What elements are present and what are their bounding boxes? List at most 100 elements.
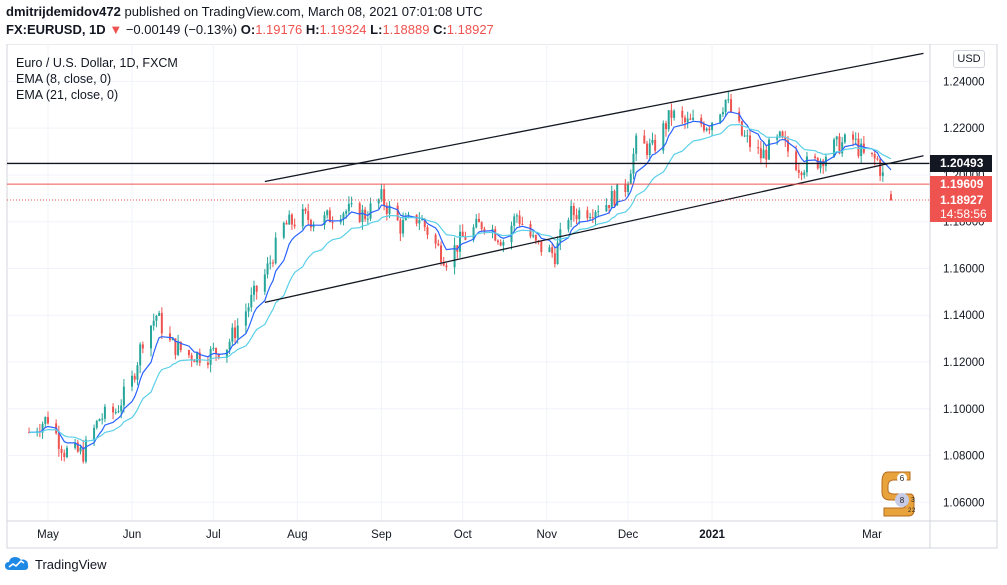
candle-body xyxy=(285,222,288,225)
candle-body xyxy=(228,341,231,350)
candle-body xyxy=(475,218,478,228)
candle-body xyxy=(805,156,808,173)
candle-body xyxy=(98,419,101,421)
candle-body xyxy=(646,143,649,156)
candle-body xyxy=(112,406,115,413)
candle-body xyxy=(174,338,177,355)
candle-body xyxy=(567,220,570,230)
candle-body xyxy=(120,405,123,412)
open-value: 1.19176 xyxy=(255,22,303,37)
candle-body xyxy=(586,210,589,219)
candle-body xyxy=(670,110,673,118)
price-axis[interactable]: 1.240001.220001.200001.180001.160001.140… xyxy=(943,76,985,509)
candle-body xyxy=(510,225,513,243)
candle-body xyxy=(255,285,258,292)
candle-body xyxy=(215,348,218,354)
candle-body xyxy=(158,312,161,316)
candle-body xyxy=(502,242,505,246)
candle-body xyxy=(814,156,817,159)
published-text: published on TradingView.com, March 08, … xyxy=(124,4,483,19)
candle-body xyxy=(250,294,253,308)
ohlc-bar: FX:EURUSD, 1D ▼ −0.00149 (−0.13%) O:1.19… xyxy=(6,22,494,37)
candle-body xyxy=(380,189,383,200)
candle-body xyxy=(871,152,873,154)
candle-body xyxy=(179,341,182,351)
candle-body xyxy=(575,215,578,220)
chart-border xyxy=(6,44,998,549)
candle-body xyxy=(819,160,822,169)
candle-body xyxy=(833,139,836,157)
candle-body xyxy=(740,121,743,136)
last-price-tag: 1.18927 14:58:56 xyxy=(930,192,992,223)
candle-body xyxy=(700,117,703,125)
support-price-tag: 1.19609 xyxy=(930,176,992,194)
candle-body xyxy=(383,189,386,206)
time-tick-label: May xyxy=(37,529,59,541)
candle-body xyxy=(347,203,350,212)
candle-body xyxy=(665,123,667,130)
candle-body xyxy=(131,375,134,387)
price-tick-label: 1.12000 xyxy=(943,357,985,369)
candle-body xyxy=(534,235,537,241)
candle-body xyxy=(247,307,250,312)
candle-body xyxy=(415,214,418,224)
candle-body xyxy=(686,118,689,123)
candle-body xyxy=(282,222,285,238)
candle-body xyxy=(483,228,486,231)
candle-body xyxy=(838,136,841,154)
candle-body xyxy=(749,135,752,148)
candle-body xyxy=(711,122,714,131)
drawings[interactable] xyxy=(7,52,930,304)
candle-body xyxy=(594,212,597,218)
publish-info: dmitrijdemidov472 published on TradingVi… xyxy=(6,4,483,19)
candle-body xyxy=(60,448,63,453)
widget-disc-middle xyxy=(895,493,909,507)
down-arrow-icon: ▼ xyxy=(109,22,123,37)
candle-body xyxy=(47,416,49,424)
candle-body xyxy=(559,229,562,243)
currency-button[interactable]: USD xyxy=(953,50,985,68)
candle-body xyxy=(190,355,193,361)
channel-lower-trendline[interactable] xyxy=(264,155,924,304)
candle-body xyxy=(79,447,82,452)
legend-ema-slow[interactable]: EMA (21, close, 0) xyxy=(16,88,119,102)
candle-body xyxy=(778,131,781,137)
candle-body xyxy=(133,375,136,380)
channel-upper-trendline[interactable] xyxy=(264,52,924,183)
candle-body xyxy=(212,348,215,350)
brand-name: TradingView xyxy=(35,556,107,572)
candle-body xyxy=(515,215,518,217)
candle-body xyxy=(177,341,180,355)
price-tick-label: 1.10000 xyxy=(943,404,985,416)
legend-ema-fast[interactable]: EMA (8, close, 0) xyxy=(16,72,112,86)
candle-body xyxy=(426,227,429,235)
candle-body xyxy=(835,136,838,140)
candle-body xyxy=(345,211,348,214)
candle-body xyxy=(591,217,594,219)
time-tick-label: Jun xyxy=(123,529,142,541)
candle-body xyxy=(440,245,443,263)
candle-body xyxy=(74,442,77,448)
price-chart[interactable]: 1.240001.220001.200001.180001.160001.140… xyxy=(0,44,1007,554)
candle-body xyxy=(518,215,521,224)
tradingview-brand[interactable]: TradingView xyxy=(4,556,107,572)
candle-body xyxy=(196,352,199,363)
author-name[interactable]: dmitrijdemidov472 xyxy=(6,4,121,19)
candle-body xyxy=(309,220,312,228)
overlay-widget-icon[interactable]: 6 8 3 2 2 xyxy=(880,470,916,518)
candle-body xyxy=(662,123,665,151)
candle-body xyxy=(168,333,171,341)
candle-body xyxy=(236,325,239,339)
candle-body xyxy=(385,205,388,214)
candle-body xyxy=(860,143,863,157)
candle-body xyxy=(605,205,608,212)
candle-body xyxy=(114,412,117,414)
candle-body xyxy=(719,114,722,123)
candle-body xyxy=(651,139,654,144)
legend-title[interactable]: Euro / U.S. Dollar, 1D, FXCM xyxy=(16,56,178,70)
candle-body xyxy=(437,243,440,246)
price-tick-label: 1.22000 xyxy=(943,123,985,135)
candle-body xyxy=(266,263,269,275)
candle-body xyxy=(648,143,651,156)
time-axis[interactable]: May Jun Jul Aug Sep Oct Nov Dec 2021 Mar xyxy=(37,529,882,541)
